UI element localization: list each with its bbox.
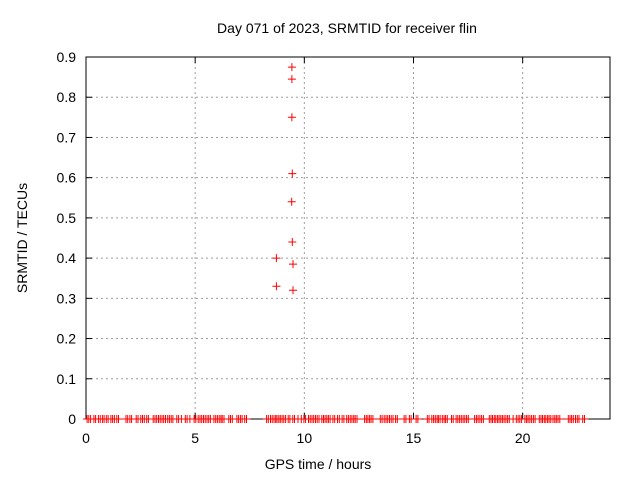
plot-border [85,56,611,420]
y-tick-label: 0.8 [57,89,77,105]
x-tick-label: 20 [515,430,531,446]
data-point-marker [368,415,377,423]
y-axis-label: SRMTID / TECUs [14,183,30,293]
data-point-marker [580,415,589,423]
data-point-marker [413,415,422,423]
data-point-marker [114,415,123,423]
data-point-marker [289,260,297,269]
data-points [83,63,589,423]
x-tick-label: 0 [82,430,90,446]
data-point-marker [288,238,297,246]
chart-title: Day 071 of 2023, SRMTID for receiver fli… [217,20,477,36]
x-tick-label: 5 [191,430,199,446]
data-point-marker [289,286,297,295]
tick-labels: 0 5 10 15 20 0 0.1 0.2 0.3 0.4 0.5 0.6 0.7 0.8 0.9 [57,49,531,446]
x-axis-label: GPS time / hours [265,456,372,472]
y-tick-label: 0.9 [57,49,77,65]
y-tick-label: 0.1 [57,371,77,387]
x-tick-label: 15 [406,430,422,446]
gridlines [86,57,610,419]
axis-ticks [85,56,610,420]
data-point-marker [242,415,251,423]
y-tick-label: 0 [68,411,76,427]
data-point-marker [287,113,296,122]
data-point-marker [353,415,361,423]
data-point-marker [393,415,402,423]
y-tick-label: 0.2 [57,331,77,347]
data-point-marker [555,415,564,423]
y-tick-label: 0.6 [57,170,77,186]
data-point-marker [287,63,296,72]
data-point-marker [287,197,296,206]
data-point-marker [287,75,296,84]
data-point-marker [288,169,297,178]
y-tick-label: 0.5 [57,210,77,226]
y-tick-label: 0.4 [57,250,77,266]
data-point-marker [272,282,281,291]
data-point-marker [272,254,281,263]
y-tick-label: 0.7 [57,129,77,145]
x-tick-label: 10 [297,430,313,446]
y-tick-label: 0.3 [57,290,77,306]
